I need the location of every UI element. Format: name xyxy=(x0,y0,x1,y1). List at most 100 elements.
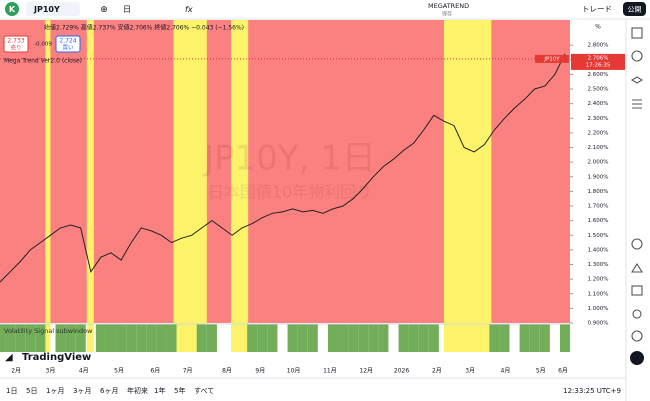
price-tag-label: 2.706% xyxy=(588,55,609,61)
sell-price: 2.733 xyxy=(7,38,24,45)
sub-zone xyxy=(45,324,51,352)
zone xyxy=(173,20,207,352)
range-button[interactable]: 5日 xyxy=(26,387,37,395)
signal-bar xyxy=(348,324,359,352)
sub-zone xyxy=(231,324,249,352)
y-tick-label: 2.600% xyxy=(588,72,609,78)
avatar-letter: K xyxy=(9,5,16,14)
x-tick-label: 6月 xyxy=(558,368,568,375)
y-tick-label: 2.500% xyxy=(588,87,609,93)
y-tick-label: 2.100% xyxy=(588,145,609,151)
logo-mark: ◢ xyxy=(5,352,13,363)
range-button[interactable]: 年初来 xyxy=(127,386,148,395)
sub-zone xyxy=(86,324,94,352)
signal-bar xyxy=(247,324,258,352)
avatar[interactable] xyxy=(5,2,19,16)
signal-bar xyxy=(267,324,278,352)
y-tick-label: 1.600% xyxy=(588,218,609,224)
logo: TradingView xyxy=(22,352,91,363)
signal-bar xyxy=(65,324,76,352)
publish-button[interactable] xyxy=(623,2,646,16)
clock: 12:33:25 UTC+9 xyxy=(563,387,621,395)
signal-bar xyxy=(368,324,379,352)
range-button[interactable]: 1ヶ月 xyxy=(46,387,64,395)
price-line xyxy=(0,53,566,283)
y-tick-label: 2.800% xyxy=(588,43,609,49)
x-tick-label: 10月 xyxy=(287,368,301,375)
y-tick-label: 2.400% xyxy=(588,101,609,107)
signal-bar xyxy=(559,324,571,352)
y-tick-label: 1.100% xyxy=(588,291,609,297)
range-button[interactable]: 1日 xyxy=(6,387,17,395)
buy-button[interactable] xyxy=(55,35,81,53)
x-tick-label: 2月 xyxy=(11,368,21,375)
signal-bar xyxy=(116,324,127,352)
range-button[interactable]: 3ヶ月 xyxy=(73,387,91,395)
y-tick-label: 0.900% xyxy=(588,321,609,327)
signal-bar xyxy=(499,324,510,352)
signal-bar xyxy=(126,324,137,352)
range-button[interactable]: 6ヶ月 xyxy=(100,387,118,395)
signal-bar xyxy=(95,324,106,352)
symbol-tag xyxy=(535,54,569,63)
signal-bar xyxy=(408,324,419,352)
spread: -0.009 xyxy=(34,42,52,48)
indicators-button[interactable]: fx xyxy=(185,5,193,14)
buy-label: 買い xyxy=(62,45,74,52)
signal-bar xyxy=(136,324,147,352)
signal-bar xyxy=(529,324,540,352)
range-button[interactable]: すべて xyxy=(194,387,214,395)
buy-price: 2.724 xyxy=(59,38,76,45)
symbol-tag-label: JP10Y xyxy=(543,56,560,62)
x-tick-label: 2月 xyxy=(432,368,442,375)
x-tick-label: 11月 xyxy=(323,368,337,375)
x-tick-label: 2026 xyxy=(394,368,409,375)
interval[interactable]: 日 xyxy=(123,5,131,14)
axis-unit: % xyxy=(595,24,601,31)
signal-bar xyxy=(206,324,217,352)
signal-bar xyxy=(378,324,389,352)
signal-bar xyxy=(327,324,338,352)
symbol-box[interactable] xyxy=(26,2,80,16)
trade-button[interactable]: トレード xyxy=(582,5,612,14)
range-button[interactable]: 5年 xyxy=(174,386,185,395)
sell-button[interactable] xyxy=(3,35,29,53)
watermark-subtitle: 日本国債10年物利回り xyxy=(208,183,372,202)
countdown: 17:26:35 xyxy=(586,62,611,68)
zone xyxy=(86,20,94,352)
x-tick-label: 9月 xyxy=(255,368,265,375)
x-tick-label: 5月 xyxy=(536,368,546,375)
signal-bar xyxy=(156,324,167,352)
y-tick-label: 1.300% xyxy=(588,262,609,268)
x-tick-label: 4月 xyxy=(501,368,511,375)
layout-status: 保存 xyxy=(442,11,452,18)
signal-bar xyxy=(0,324,6,352)
signal-bar xyxy=(25,324,36,352)
y-tick-label: 2.300% xyxy=(588,116,609,122)
y-tick-label: 2.200% xyxy=(588,130,609,136)
signal-bar xyxy=(35,324,46,352)
x-tick-label: 6月 xyxy=(150,368,160,375)
layout-name[interactable]: MEGATREND xyxy=(428,2,469,10)
zone xyxy=(443,20,492,352)
y-tick-label: 1.500% xyxy=(588,233,609,239)
signal-bar xyxy=(489,324,500,352)
signal-bar xyxy=(428,324,439,352)
sidebar-icons[interactable] xyxy=(630,27,644,365)
signal-bar xyxy=(297,324,308,352)
watermark-title: JP10Y, 1日 xyxy=(202,139,376,179)
signal-bar xyxy=(257,324,268,352)
symbol: JP10Y xyxy=(33,5,60,14)
signal-bar xyxy=(337,324,349,352)
signal-bar xyxy=(307,324,318,352)
y-tick-label: 1.200% xyxy=(588,277,609,283)
y-tick-label: 1.000% xyxy=(588,306,609,312)
signal-bar xyxy=(15,324,26,352)
add-symbol[interactable]: ⊕ xyxy=(100,5,108,15)
y-tick-label: 1.900% xyxy=(588,174,609,180)
x-tick-label: 7月 xyxy=(183,368,193,375)
signal-bar xyxy=(519,324,530,352)
range-button[interactable]: 1年 xyxy=(154,386,165,395)
signal-bar xyxy=(146,324,157,352)
sub-zone xyxy=(443,324,492,352)
